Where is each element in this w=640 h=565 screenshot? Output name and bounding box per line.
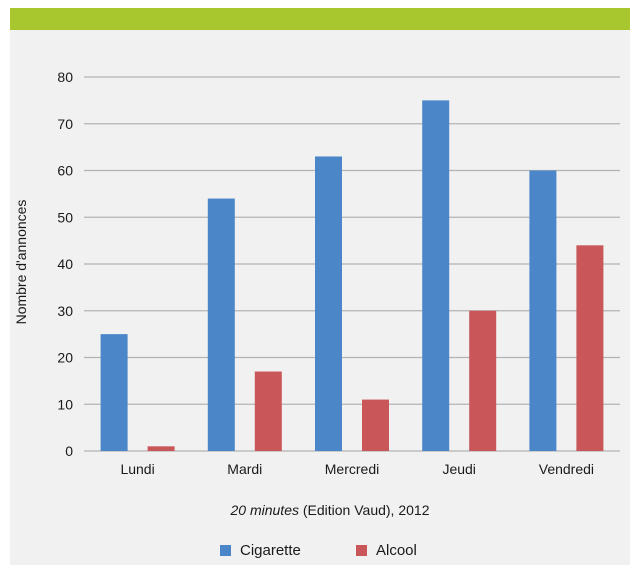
y-tick-label: 50 [57, 209, 73, 225]
source-caption-italic: 20 minutes [230, 502, 299, 518]
bar-cigarette-lundi [100, 334, 128, 451]
accent-band [10, 8, 630, 30]
y-tick-label: 20 [57, 350, 73, 366]
x-tick-label: Mardi [227, 461, 262, 477]
bar-alcool-mercredi [362, 399, 389, 451]
bar-alcool-vendredi [576, 245, 604, 451]
bar-alcool-mardi [254, 371, 282, 451]
legend-swatch-cigarette [220, 545, 231, 556]
source-caption-rest: (Edition Vaud), 2012 [299, 502, 430, 518]
bar-cigarette-vendredi [529, 170, 557, 451]
legend-swatch-alcool [356, 545, 367, 556]
y-tick-label: 0 [65, 443, 73, 459]
x-tick-label: Vendredi [539, 461, 594, 477]
bar-cigarette-jeudi [422, 100, 450, 451]
source-caption: 20 minutes (Edition Vaud), 2012 [230, 502, 430, 518]
legend: Cigarette Alcool [220, 542, 417, 559]
y-axis-title: Nombre d'annonces [13, 200, 29, 325]
bar-cigarette-mercredi [315, 156, 342, 451]
legend-label-alcool: Alcool [376, 542, 417, 559]
x-tick-label: Jeudi [442, 461, 475, 477]
bar-cigarette-mardi [207, 198, 235, 451]
x-tick-labels: Lundi Mardi Mercredi Jeudi Vendredi [120, 461, 594, 477]
y-tick-label: 80 [57, 69, 73, 85]
bars [100, 100, 604, 451]
bar-alcool-lundi [147, 446, 175, 451]
y-tick-label: 10 [57, 396, 73, 412]
bar-alcool-jeudi [469, 310, 497, 451]
y-tick-label: 70 [57, 116, 73, 132]
y-tick-label: 40 [57, 256, 73, 272]
legend-label-cigarette: Cigarette [240, 542, 301, 559]
x-tick-label: Mercredi [325, 461, 379, 477]
x-tick-label: Lundi [120, 461, 154, 477]
y-tick-labels: 0 10 20 30 40 50 60 70 80 [57, 69, 73, 459]
y-tick-label: 60 [57, 163, 73, 179]
y-tick-label: 30 [57, 303, 73, 319]
